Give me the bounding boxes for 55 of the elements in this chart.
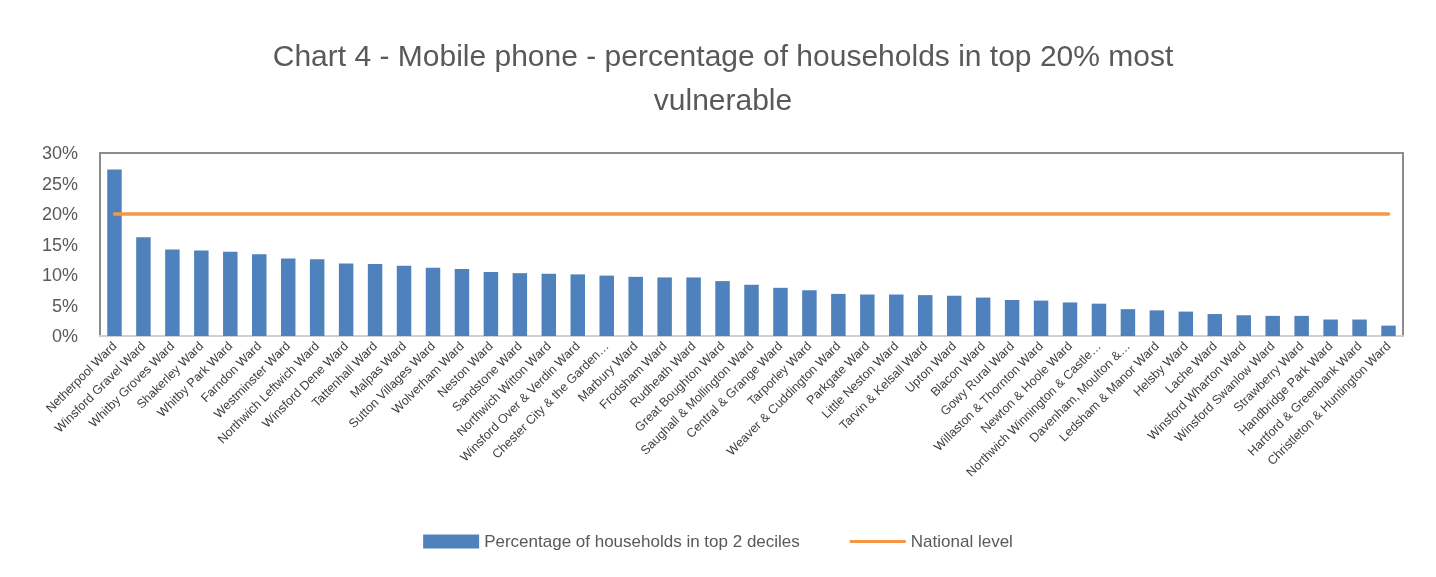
bar — [889, 294, 904, 336]
bar — [1091, 303, 1107, 336]
bar — [599, 275, 614, 336]
bar — [483, 271, 499, 336]
bar — [657, 277, 672, 336]
bar — [744, 284, 759, 336]
bar — [338, 263, 354, 336]
bar — [1236, 315, 1251, 336]
bar — [367, 264, 383, 336]
bar — [1033, 300, 1049, 336]
bar — [165, 249, 180, 336]
bar — [1352, 319, 1367, 336]
bar — [1178, 311, 1194, 336]
bar — [1294, 315, 1309, 336]
y-tick-label: 25% — [41, 173, 78, 194]
bar — [1207, 314, 1223, 336]
bar — [831, 293, 846, 336]
y-tick-label: 30% — [41, 143, 78, 163]
y-tick-label: 20% — [41, 204, 78, 224]
bar — [773, 287, 788, 336]
bar — [252, 254, 267, 336]
bar — [512, 273, 528, 336]
bar — [425, 267, 441, 336]
bar — [1062, 302, 1078, 336]
bar — [860, 294, 875, 336]
bar — [975, 297, 991, 336]
bar — [715, 281, 730, 336]
bar — [454, 268, 470, 336]
bar — [1381, 325, 1396, 336]
bar — [107, 169, 122, 336]
bar — [946, 295, 962, 336]
bar — [1120, 309, 1136, 336]
bar — [802, 290, 817, 336]
bar — [223, 251, 238, 336]
bar — [541, 273, 557, 336]
legend-label: Percentage of households in top 2 deciles — [484, 532, 800, 551]
y-tick-label: 5% — [51, 295, 78, 316]
bar — [1265, 315, 1280, 336]
y-tick-label: 0% — [51, 326, 78, 346]
bar — [1323, 319, 1338, 336]
bar — [628, 276, 643, 336]
bar — [917, 295, 933, 336]
bar — [194, 250, 209, 336]
y-tick-label: 15% — [41, 234, 78, 255]
bar — [136, 237, 151, 336]
bar — [1004, 300, 1020, 336]
legend-label: National level — [910, 532, 1013, 551]
bar — [309, 259, 325, 336]
chart-title: Chart 4 - Mobile phone - percentage of households in top 20% most vulnerable — [272, 38, 1174, 116]
bar — [686, 277, 701, 336]
bar — [280, 258, 296, 336]
bar — [396, 265, 412, 336]
bar — [1149, 310, 1165, 336]
bar — [570, 274, 586, 336]
y-tick-label: 10% — [41, 265, 78, 285]
